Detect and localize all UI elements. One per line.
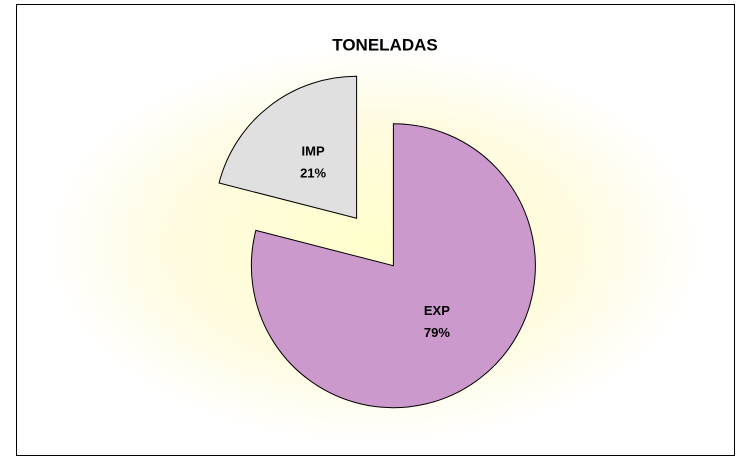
slice-label: EXP — [424, 303, 450, 318]
plot-background — [45, 45, 705, 445]
slice-value-label: 79% — [424, 325, 450, 340]
pie-slice — [218, 75, 358, 219]
slice-value-label: 21% — [300, 166, 326, 181]
pie-slice — [250, 123, 536, 409]
slice-label: IMP — [302, 144, 325, 159]
chart-title: TONELADAS — [332, 35, 437, 54]
